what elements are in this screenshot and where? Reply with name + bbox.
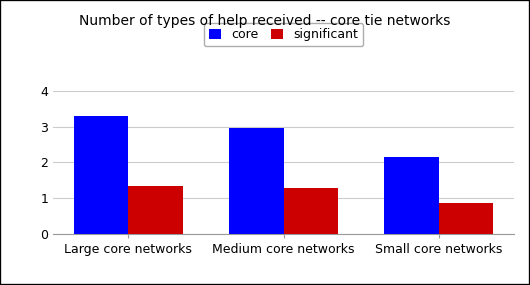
Bar: [74, 116, 128, 234]
Text: Number of types of help received -- core tie networks: Number of types of help received -- core…: [80, 14, 450, 28]
Bar: [128, 186, 183, 234]
Bar: [229, 128, 284, 234]
Bar: [384, 157, 439, 234]
Bar: [439, 203, 493, 234]
Bar: [284, 188, 338, 234]
Legend: core, significant: core, significant: [204, 23, 364, 46]
